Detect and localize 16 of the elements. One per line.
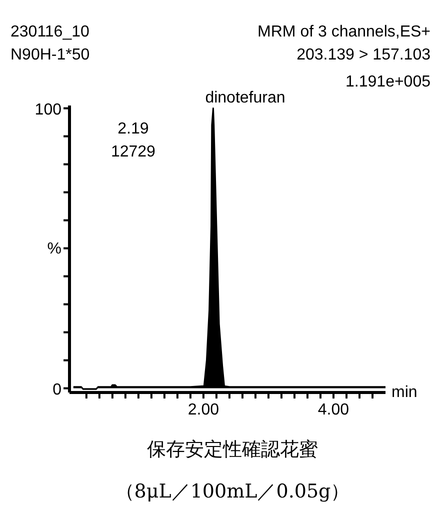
chart-title: 230116_10 bbox=[10, 24, 90, 40]
text: 1.191e+005 bbox=[346, 74, 431, 90]
text: 保存安定性確認花蜜 bbox=[147, 438, 318, 460]
annotation: 12729 bbox=[110, 143, 156, 160]
text: 203.139 > 157.103 bbox=[296, 46, 431, 64]
text: MRM of 3 channels,ES+ bbox=[258, 24, 430, 40]
chart-subtitle: N90H-1*50 bbox=[10, 46, 90, 64]
y-axis-title: % bbox=[47, 240, 62, 258]
y-tick-label: 100 bbox=[34, 101, 62, 118]
text: （8μL／100mL／0.05g） bbox=[115, 480, 350, 502]
x-tick-label: 2.00 bbox=[188, 402, 220, 418]
x-axis-title: min bbox=[392, 384, 418, 401]
annotation: dinotefuran bbox=[205, 89, 286, 106]
y-tick-label: 0 bbox=[52, 381, 62, 398]
x-tick-label: 4.00 bbox=[318, 402, 350, 418]
annotation: 2.19 bbox=[118, 120, 149, 138]
